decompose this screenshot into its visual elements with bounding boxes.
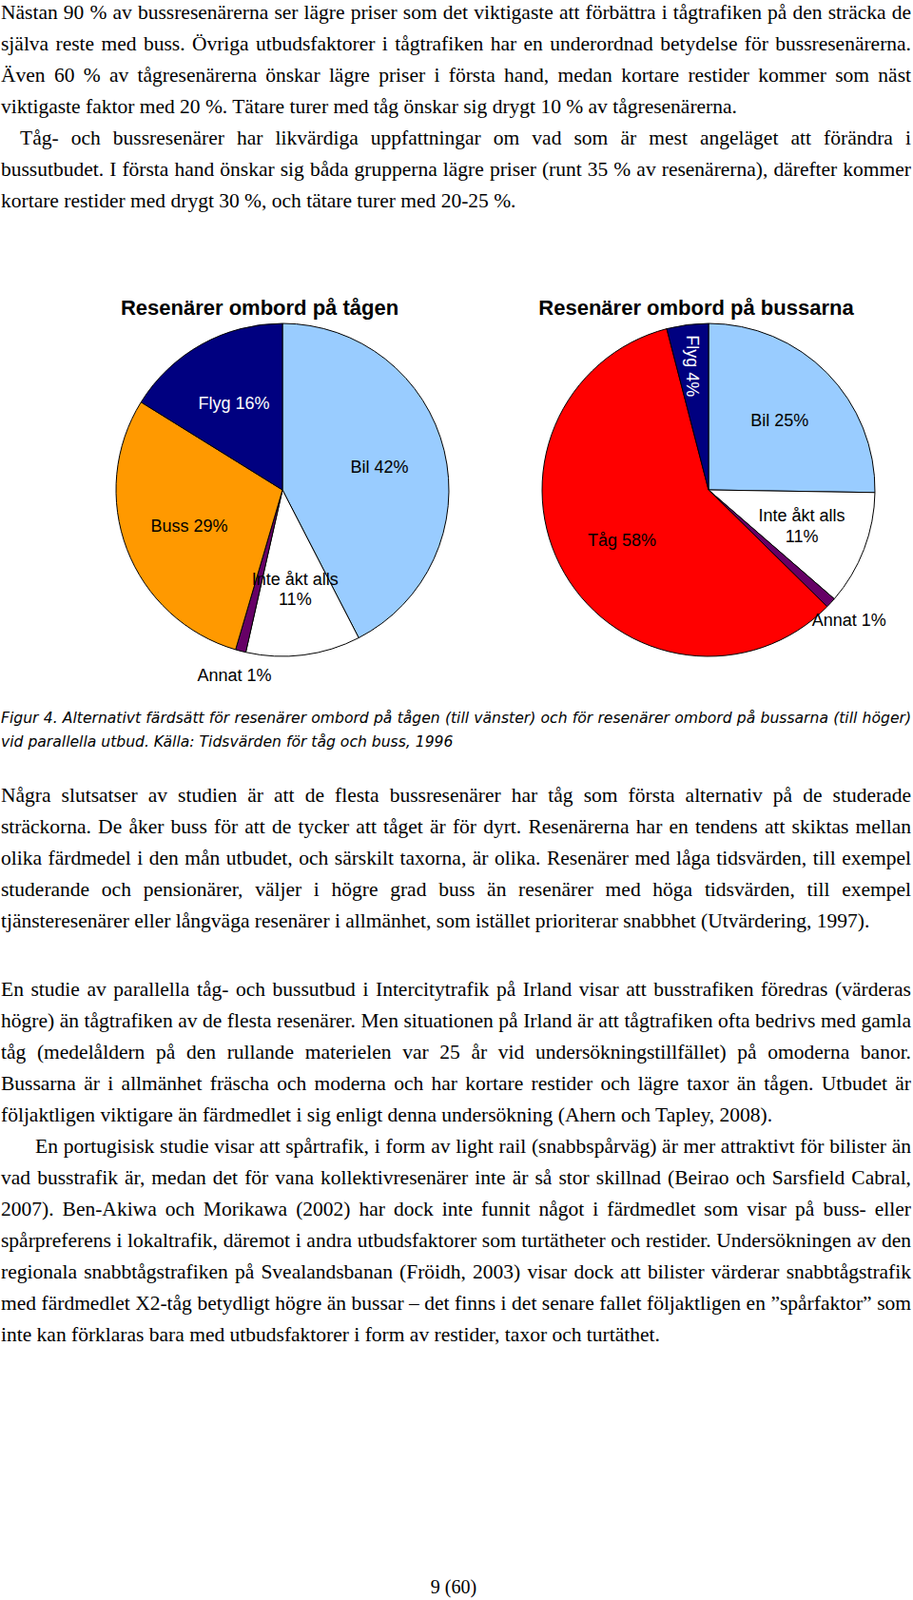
data-labels: Bil 42% Inte åkt alls11% Annat 1% Buss 29% F… [150,393,408,686]
category-label: Annat [812,610,857,630]
slice-label: Buss 29% [150,516,228,536]
slice-label: Inte åkt alls11% [252,569,339,610]
pie-chart: Resenärer ombord på tågen Bil 42% Inte åkt… [116,295,449,685]
value-label: 4% [682,371,702,397]
paragraph: En studie av parallella tåg- och bussutb… [0,973,912,1131]
paragraph: Nästan 90 % av bussresenärerna ser lägre… [0,0,912,123]
category-label: Flyg [197,393,231,413]
category-label: Inte åkt alls [758,505,846,525]
paragraph: Tåg- och bussresenärer har likvärdiga up… [0,122,912,217]
pie-slice [708,323,875,493]
category-label: Bil [350,457,370,477]
category-label: Buss [150,516,189,536]
slices [542,323,875,657]
category-label: Inte åkt alls [252,569,339,589]
slice-label: Annat 1% [196,665,272,685]
slice-label: Tåg 58% [587,530,657,550]
category-label: Flyg [682,334,702,368]
value-label: 25% [774,410,809,430]
figure: Resenärer ombord på tågen Bil 42% Inte åkt… [0,0,913,1600]
pie-slice [140,323,283,490]
chart-title: Resenärer ombord på bussarna [538,295,855,320]
slice-label: Inte åkt alls11% [758,505,846,546]
value-label: 1% [861,610,887,630]
value-label: 11% [278,589,312,609]
slice-label: Flyg 4% [682,334,702,397]
slice-label: Bil 25% [750,410,809,430]
value-label: 58% [621,530,657,550]
pie-chart: Resenärer ombord på bussarna Bil 25% Inte … [538,295,887,657]
text-block: Nästan 90 % av bussresenärerna ser lägre… [0,0,912,217]
category-label: Annat [196,665,242,685]
slices [116,323,449,657]
category-label: Tåg [587,530,618,550]
paragraph: En portugisisk studie visar att spårtraf… [0,1130,912,1351]
value-label: 16% [234,393,270,413]
value-label: 42% [374,457,409,477]
chart-title: Resenärer ombord på tågen [120,295,399,320]
text-block: Några slutsatser av studien är att de fl… [0,779,912,1351]
slice-label: Flyg 16% [197,393,270,413]
slice-label: Bil 42% [350,457,409,477]
figure-caption: Figur 4. Alternativt färdsätt för resenä… [0,706,912,755]
pie-slice [542,329,828,657]
value-label: 11% [785,526,819,546]
pie-slice [666,323,709,490]
paragraph: Några slutsatser av studien är att de fl… [0,779,912,937]
category-label: Bil [750,410,770,430]
page: Nästan 90 % av bussresenärerna ser lägre… [0,0,913,1600]
slice-label: Annat 1% [812,610,887,630]
data-labels: Bil 25% Inte åkt alls11% Annat 1% Tåg 58% Fl… [587,334,887,630]
value-label: 1% [246,665,272,685]
value-label: 29% [193,516,228,536]
page-number: 9 (60) [0,1573,908,1599]
